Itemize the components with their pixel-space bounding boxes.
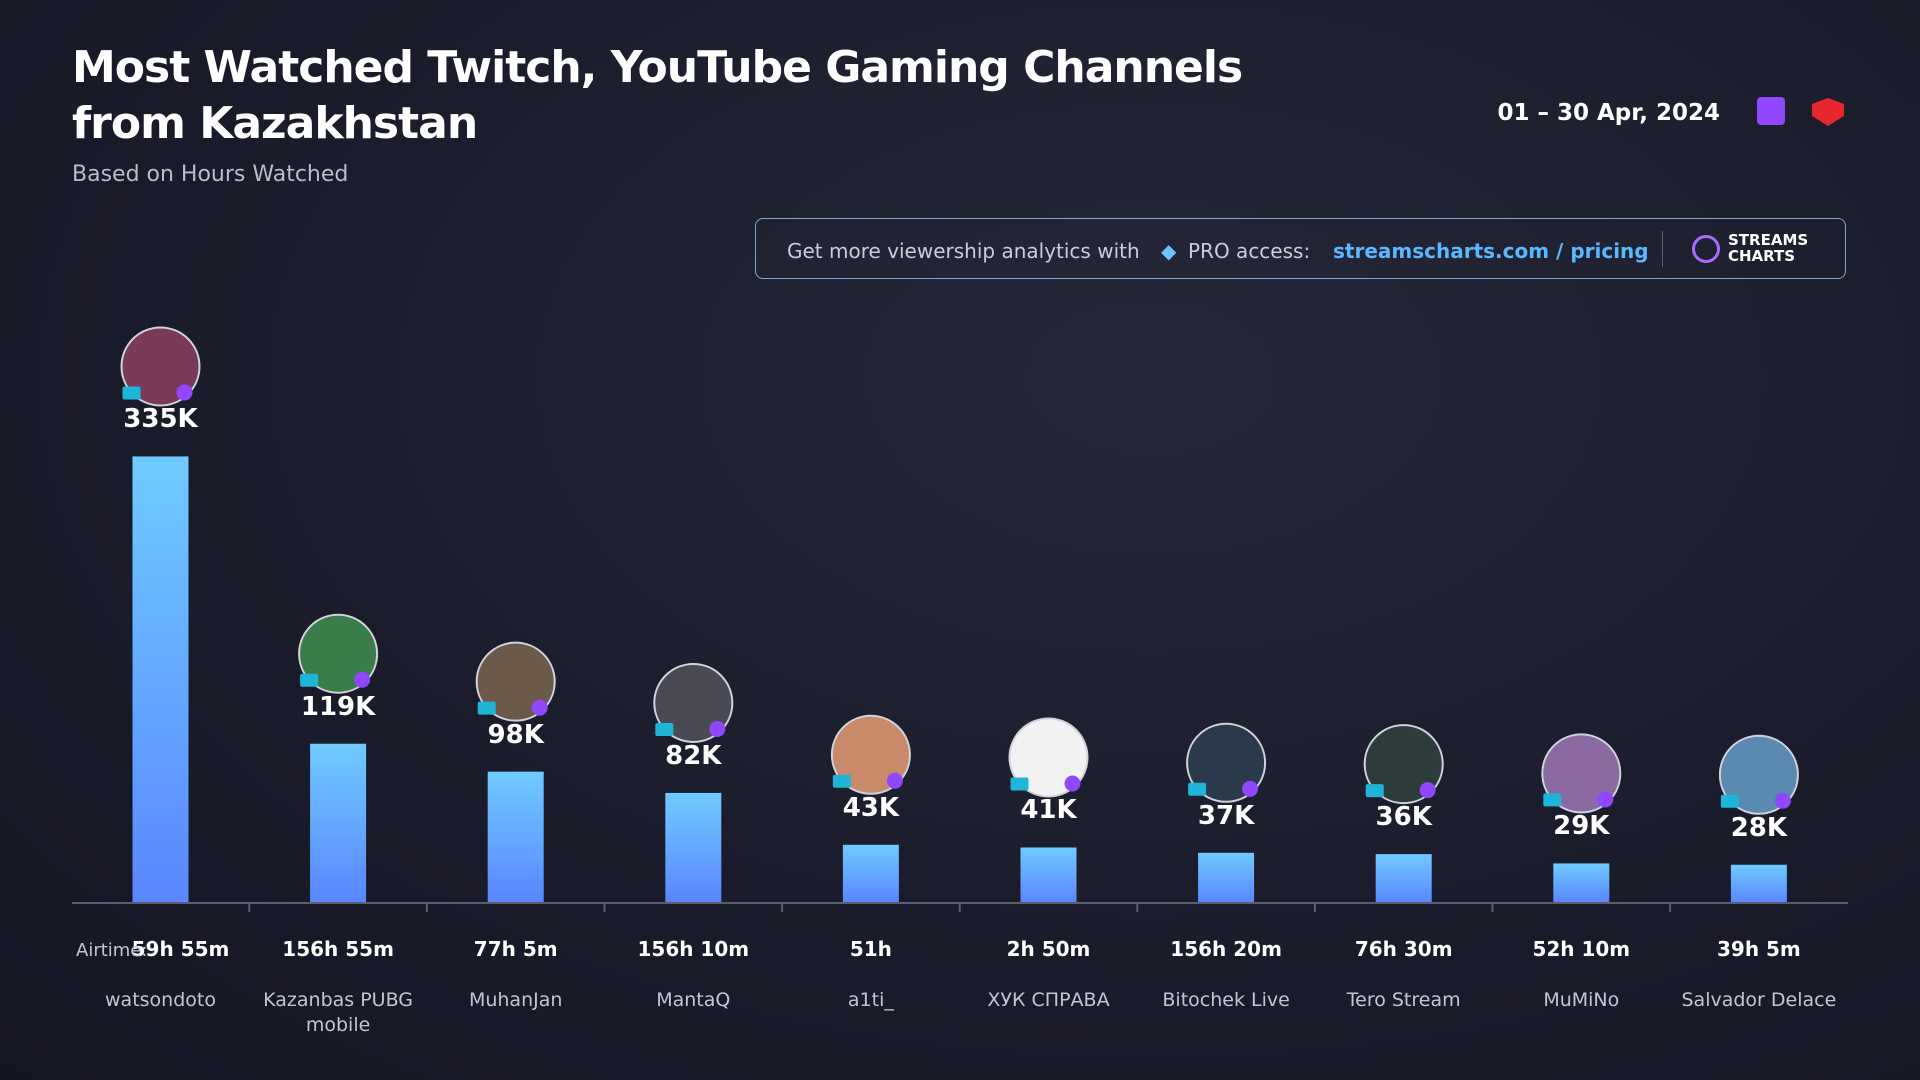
category-label: Bitochek Live [1162, 989, 1290, 1011]
value-label: 82K [665, 740, 722, 771]
bar [1198, 852, 1255, 902]
platform-badge [176, 384, 193, 401]
bar [487, 771, 544, 902]
flag-badge [1720, 794, 1739, 808]
bar [842, 844, 899, 902]
platform-badge [1597, 791, 1614, 808]
flag-badge [1188, 782, 1207, 796]
airtime: 2h 50m [1006, 937, 1091, 961]
logo-icon [1692, 235, 1720, 263]
value-label: 29K [1553, 811, 1610, 842]
platform-badge [886, 772, 903, 789]
value-label: 119K [300, 691, 376, 722]
banner-link[interactable]: streamscharts.com / pricing [1333, 239, 1649, 263]
chart-subtitle: Based on Hours Watched [72, 162, 349, 187]
airtime: 76h 30m [1354, 937, 1453, 961]
airtime: 156h 55m [282, 937, 394, 961]
flag-badge [655, 722, 674, 736]
airtime: 52h 10m [1532, 937, 1631, 961]
bar [1730, 864, 1787, 902]
value-label: 36K [1375, 802, 1432, 833]
flag-badge [1010, 777, 1029, 791]
diamond-icon: ◆ [1161, 239, 1177, 263]
category-label: Tero Stream [1346, 989, 1461, 1011]
platform-badge [531, 699, 548, 716]
value-label: 335K [123, 404, 198, 435]
bar [665, 792, 722, 902]
chart-title: Most Watched Twitch, YouTube Gaming Chan… [72, 42, 1243, 149]
platform-badge [709, 720, 726, 737]
flag-badge [122, 386, 141, 400]
flag-badge [1365, 784, 1384, 798]
platform-badge [1419, 782, 1436, 799]
flag-badge [1543, 793, 1562, 807]
bar [310, 743, 367, 902]
airtime: 156h 20m [1170, 937, 1282, 961]
category-label: Kazanbas PUBG mobile [263, 989, 414, 1036]
logo-text: STREAMS CHARTS [1728, 231, 1809, 265]
promo-banner: Get more viewership analytics with ◆ PRO… [755, 218, 1846, 279]
category-label: MantaQ [656, 989, 731, 1011]
category-label: ХУК СПРАВА [987, 989, 1110, 1011]
bar [1553, 863, 1610, 902]
airtime: 39h 5m [1716, 937, 1801, 961]
platform-badge [1064, 775, 1081, 792]
youtube-icon [1812, 98, 1844, 126]
airtime: 59h 55m [131, 937, 230, 961]
category-label: watsondoto [105, 989, 216, 1011]
airtime-label: Airtime: [76, 940, 148, 961]
category-label: MuMiNo [1543, 989, 1620, 1011]
twitch-icon [1757, 97, 1785, 125]
category-label: a1ti_ [847, 989, 894, 1011]
platform-badge [354, 671, 371, 688]
value-label: 41K [1020, 795, 1077, 826]
category-label: MuhanJan [468, 989, 563, 1011]
bar [1020, 847, 1077, 902]
flag-badge [832, 774, 851, 788]
value-label: 37K [1197, 800, 1255, 831]
banner-pro: PRO access: [1188, 239, 1311, 263]
bar [132, 456, 189, 902]
flag-badge [300, 673, 319, 687]
flag-badge [477, 701, 496, 715]
value-label: 43K [842, 792, 900, 823]
divider [1662, 231, 1663, 267]
platform-badge [1774, 792, 1791, 809]
airtime: 156h 10m [637, 937, 750, 961]
bar [1375, 854, 1432, 902]
banner-text: Get more viewership analytics with [787, 239, 1140, 263]
airtime: 51h [849, 937, 892, 961]
platform-badge [1242, 780, 1259, 797]
value-label: 98K [487, 719, 544, 750]
date-range: 01 – 30 Apr, 2024 [1497, 100, 1720, 126]
airtime: 77h 5m [473, 937, 558, 961]
category-label: Salvador Delace [1681, 989, 1837, 1011]
value-label: 28K [1730, 812, 1788, 843]
